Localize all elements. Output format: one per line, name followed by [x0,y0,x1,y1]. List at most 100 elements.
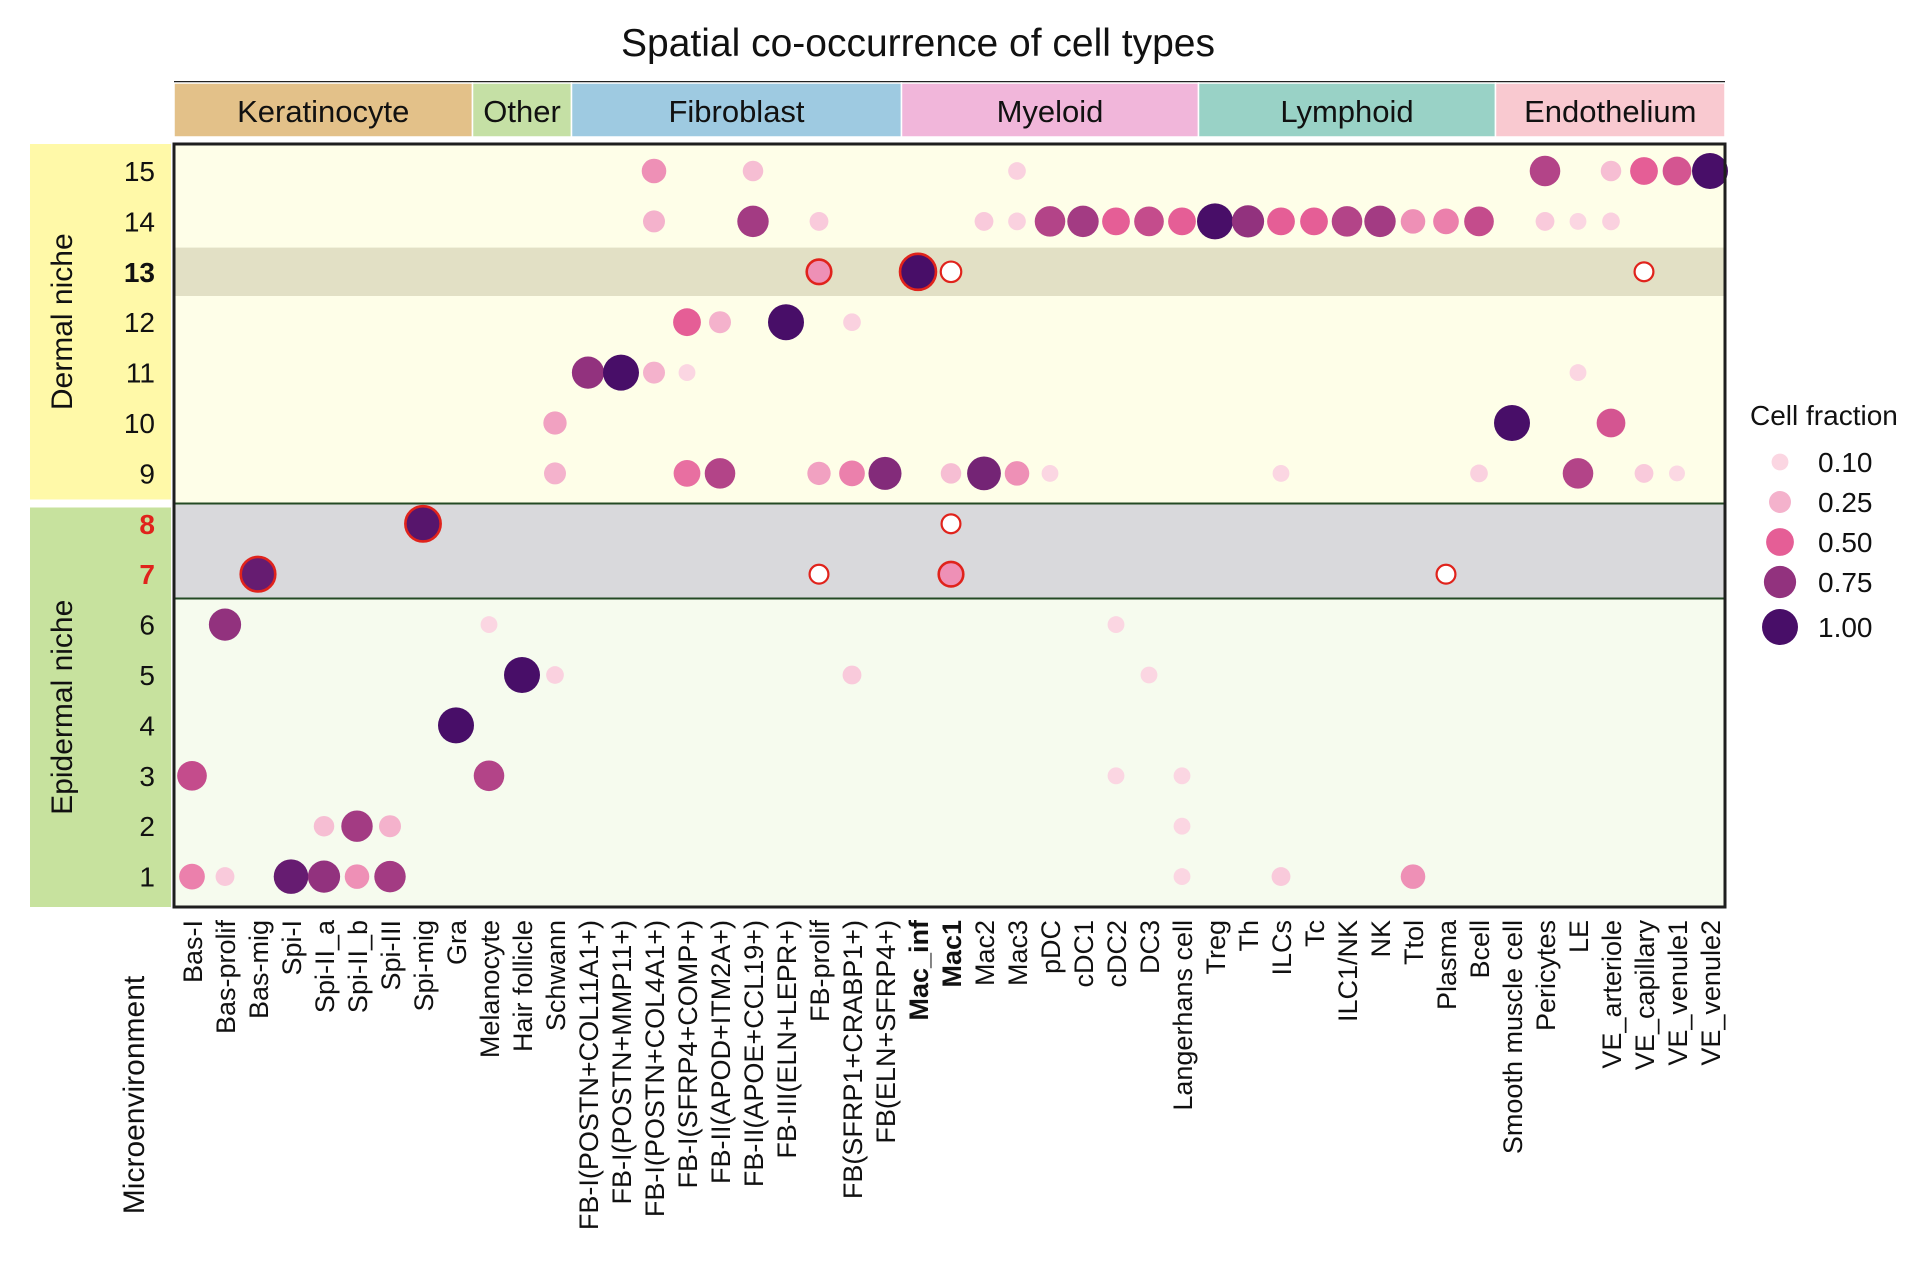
col-label-mac2: Mac2 [970,920,1000,986]
group-label-keratinocyte: Keratinocyte [237,94,409,129]
row-label-13: 13 [124,257,155,288]
col-label-spi-ii-a: Spi-II_a [310,919,340,1013]
col-label-fb-i-postn-col4a1-: FB-I(POSTN+COL4A1+) [640,920,670,1217]
dot-smooth-muscle-cell-row-10 [1494,405,1530,441]
col-label-ve-venule1: VE_venule1 [1663,920,1693,1066]
dot-fb-iii-eln-lepr--row-12 [768,304,804,341]
dot-mac3-row-9 [1004,461,1030,486]
row-label-2: 2 [139,811,155,842]
dot-pdc-row-9 [1041,464,1059,482]
col-label-fb-sfrp1-crabp1-: FB(SFRP1+CRABP1+) [838,920,868,1199]
dot-mac3-row-14 [1008,212,1026,231]
dot-ve-venule2-row-15 [1692,153,1728,189]
niche-label-epidermal: Epidermal niche [46,600,79,815]
col-label-ve-arteriole: VE_arteriole [1597,920,1627,1069]
col-label-bas-i: Bas-I [178,920,208,983]
col-label-bcell: Bcell [1465,920,1495,979]
col-label-gra: Gra [442,919,472,965]
dot-melanocyte-row-3 [473,760,505,792]
dot-fb-prolif-row-7 [808,563,830,585]
dot-pericytes-row-14 [1535,211,1555,231]
legend-label-0.75: 0.75 [1818,567,1873,598]
dot-fb-i-postn-col11a1--row-11 [571,356,605,389]
dot-cdc2-row-6 [1107,616,1125,634]
dot-fb-prolif-row-13 [805,258,833,286]
row-label-4: 4 [139,710,155,741]
dot-fb-i-sfrp4-comp--row-9 [673,460,701,487]
dot-fb-prolif-row-9 [807,461,831,486]
legend-label-0.50: 0.50 [1818,527,1873,558]
dot-dc3-row-14 [1134,206,1164,237]
dot-bcell-row-14 [1464,206,1494,237]
dot-le-row-14 [1569,212,1587,230]
dot-spi-mig-row-8 [404,504,442,543]
col-label-pericytes: Pericytes [1531,920,1561,1031]
dot-ve-arteriole-row-15 [1600,160,1622,182]
legend-label-1.00: 1.00 [1818,612,1873,643]
col-label-cdc1: cDC1 [1069,920,1099,988]
group-label-myeloid: Myeloid [997,94,1104,129]
group-box-other [471,82,573,138]
niche-labels: Dermal niche Epidermal niche [30,144,171,907]
legend-label-0.10: 0.10 [1818,447,1873,478]
dot-ve-venule1-row-15 [1662,156,1692,186]
row-labels: 15 14 13 12 11 10 9 8 7 6 5 4 3 2 1 [124,156,155,893]
col-label-fb-i-postn-col11a1-: FB-I(POSTN+COL11A1+) [574,920,604,1230]
dot-nk-row-14 [1364,205,1396,238]
dermal-panel [174,144,1725,504]
row-label-10: 10 [124,408,155,439]
col-label-dc3: DC3 [1135,920,1165,974]
col-label-spi-i: Spi-I [277,920,307,976]
col-label-ttol: Ttol [1399,920,1429,965]
dot-bas-prolif-row-1 [215,867,235,887]
col-label-ve-capillary: VE_capillary [1630,920,1660,1071]
dot-dc3-row-5 [1140,666,1158,684]
legend-dot-1.00 [1762,609,1798,645]
dot-fb-sfrp1-crabp1--row-9 [839,460,865,487]
dot-plasma-row-14 [1433,208,1459,235]
dot-fb-i-sfrp4-comp--row-12 [673,308,701,337]
dot-spi-ii-b-row-2 [341,810,373,842]
dot-bas-mig-row-7 [239,555,277,593]
dot-schwann-row-10 [543,411,567,435]
group-label-fibroblast: Fibroblast [668,94,804,129]
dot-le-row-11 [1569,364,1587,382]
dot-ve-capillary-row-15 [1630,157,1658,185]
group-box-fibroblast [570,82,903,138]
row-label-14: 14 [124,206,155,237]
dot-langerhans-cell-row-3 [1173,767,1191,785]
dot-ilc1-nk-row-14 [1331,206,1363,237]
col-label-schwann: Schwann [541,920,571,1031]
col-label-th: Th [1234,920,1264,952]
niche-label-dermal: Dermal niche [46,233,79,410]
dot-fb-i-sfrp4-comp--row-11 [678,364,696,382]
dot-plasma-row-7 [1435,563,1457,585]
group-label-endothelium: Endothelium [1524,94,1696,129]
dot-ilcs-row-1 [1271,867,1291,887]
legend-label-0.25: 0.25 [1818,487,1873,518]
dot-gra-row-4 [438,707,474,744]
row-label-5: 5 [139,660,155,691]
dot-langerhans-cell-row-2 [1173,817,1191,835]
dot-ve-venule1-row-9 [1669,465,1685,482]
dot-spi-ii-a-row-2 [313,815,335,837]
dot-fb-ii-apoe-ccl19--row-15 [742,160,764,182]
row-label-15: 15 [124,156,155,187]
dot-mac3-row-15 [1008,162,1026,180]
dot-ve-arteriole-row-10 [1596,408,1626,438]
dot-ilcs-row-14 [1267,207,1295,236]
col-label-mac3: Mac3 [1003,920,1033,986]
group-header-bar: Keratinocyte Other Fibroblast Myeloid Lympho… [173,81,1726,138]
col-label-nk: NK [1366,920,1396,958]
dot-ve-capillary-row-9 [1634,463,1654,483]
dot-mac1-row-8 [940,513,962,535]
col-label-pdc: pDC [1036,920,1066,974]
dot-fb-sfrp1-crabp1--row-12 [843,313,861,332]
col-label-le: LE [1564,920,1594,953]
legend-title: Cell fraction [1750,400,1898,431]
legend: Cell fraction 0.10 0.25 0.50 0.75 1.00 [1750,400,1898,645]
col-label-mac1: Mac1 [937,920,967,988]
niche-box-epidermal [30,507,171,907]
dot-bas-i-row-1 [179,863,205,890]
dot-ve-capillary-row-13 [1633,261,1655,283]
